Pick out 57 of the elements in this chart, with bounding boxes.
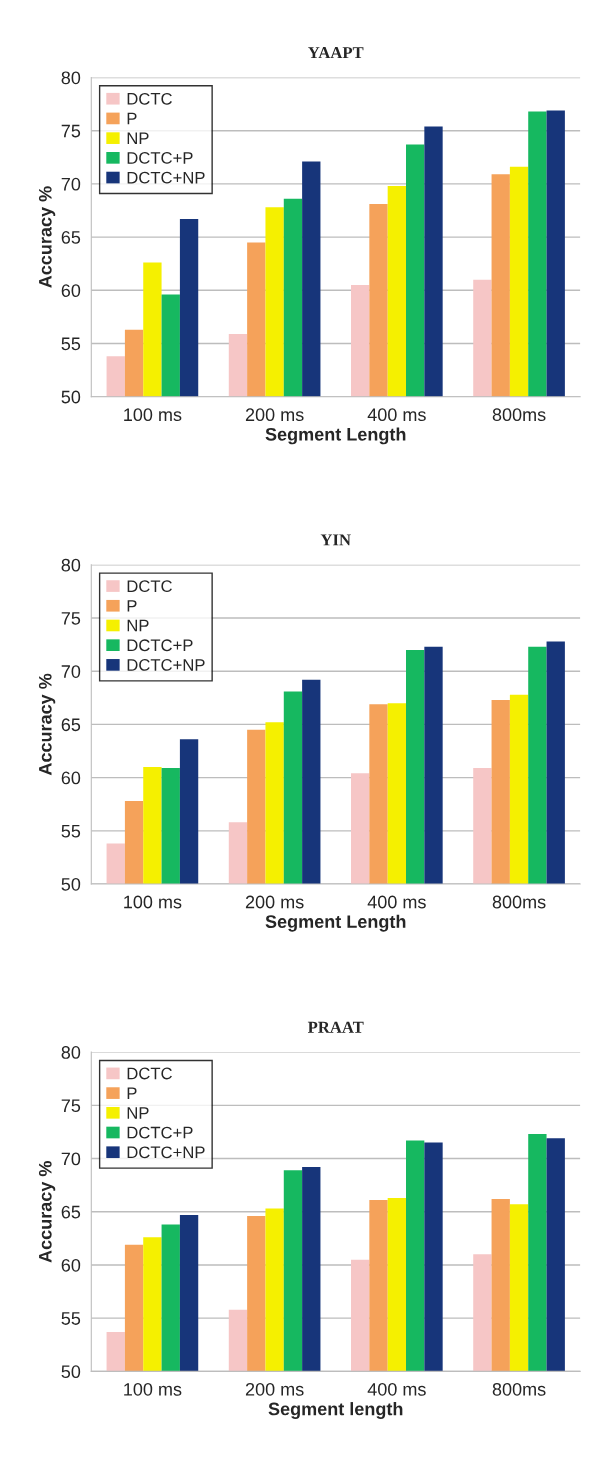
x-tick-label: 400 ms <box>367 408 426 422</box>
y-tick-label: 80 <box>61 1046 81 1059</box>
y-tick-label: 75 <box>61 1099 81 1113</box>
y-tick-label: 65 <box>61 231 81 244</box>
x-axis-title: Segment Length <box>265 427 406 445</box>
legend-label: P <box>127 1087 137 1099</box>
y-tick-label: 55 <box>61 824 81 838</box>
y-tick-label: 65 <box>61 718 81 732</box>
legend-label: DCTC <box>127 1067 172 1080</box>
x-tick-label: 100 ms <box>124 1382 182 1396</box>
y-tick-label: 60 <box>61 1258 81 1272</box>
y-tick-label: 50 <box>61 390 81 404</box>
legend-label: P <box>127 112 137 125</box>
y-tick-label: 50 <box>61 877 81 891</box>
legend-label: P <box>127 600 137 612</box>
y-tick-label: 65 <box>61 1205 81 1219</box>
y-axis-title: Accuracy % <box>38 673 56 776</box>
x-tick-label: 200 ms <box>245 408 304 422</box>
y-tick-label: 80 <box>61 558 81 572</box>
x-tick-label: 100 ms <box>124 895 182 909</box>
legend-label: DCTC <box>127 580 172 593</box>
legend-label: NP <box>127 1107 149 1119</box>
legend-label: NP <box>127 619 149 632</box>
x-tick-label: 200 ms <box>245 1382 304 1396</box>
chart-title: YIN <box>320 534 351 546</box>
y-tick-label: 55 <box>61 337 81 351</box>
y-tick-label: 70 <box>61 1152 81 1166</box>
y-tick-label: 60 <box>61 771 81 785</box>
x-tick-label: 800ms <box>492 895 546 909</box>
legend-label: DCTC+NP <box>127 171 205 184</box>
chart-title: YAAPT <box>308 47 364 59</box>
x-axis-title: Segment length <box>268 1402 403 1419</box>
legend-label: NP <box>127 132 149 144</box>
x-axis-title: Segment Length <box>265 914 406 932</box>
legend-label: DCTC+P <box>127 152 193 164</box>
x-tick-label: 800ms <box>492 1382 546 1396</box>
y-tick-label: 60 <box>61 284 81 298</box>
legend-label: DCTC+P <box>127 639 193 652</box>
legend-label: DCTC+P <box>127 1126 193 1139</box>
legend-label: DCTC+NP <box>127 1146 205 1159</box>
y-tick-label: 50 <box>61 1365 81 1379</box>
legend-label: DCTC+NP <box>127 659 205 671</box>
y-tick-label: 75 <box>61 124 81 138</box>
x-tick-label: 400 ms <box>367 1382 426 1396</box>
y-tick-label: 80 <box>61 71 81 85</box>
y-axis-title: Accuracy % <box>38 1161 56 1263</box>
y-axis-title: Accuracy % <box>38 186 56 288</box>
x-tick-label: 200 ms <box>245 895 304 909</box>
legend-label: DCTC <box>127 92 172 105</box>
y-tick-label: 70 <box>61 665 81 678</box>
x-tick-label: 100 ms <box>124 408 182 422</box>
chart-title: PRAAT <box>307 1021 364 1033</box>
y-tick-label: 70 <box>61 177 81 191</box>
y-tick-label: 55 <box>61 1312 81 1325</box>
y-tick-label: 75 <box>61 612 81 625</box>
x-tick-label: 800ms <box>492 408 546 422</box>
x-tick-label: 400 ms <box>367 895 426 909</box>
